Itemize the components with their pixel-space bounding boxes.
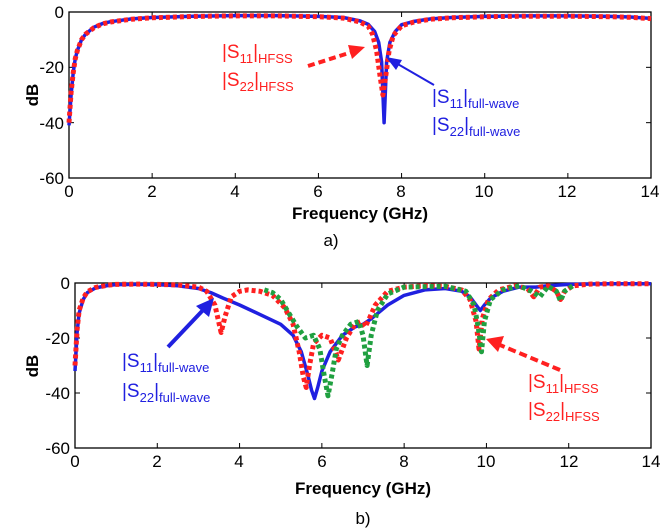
x-tick-label: 6	[313, 182, 322, 201]
annotation-text: |S22|HFSS	[528, 400, 600, 424]
x-tick-label: 8	[399, 452, 408, 471]
x-tick-label: 0	[64, 182, 73, 201]
annotation-text: |S22|HFSS	[222, 70, 294, 94]
annotation-text: |S22|full-wave	[122, 381, 210, 405]
annotation-arrow-line	[307, 50, 353, 68]
series-line-2	[263, 283, 575, 399]
y-tick-label: -60	[39, 169, 64, 188]
x-tick-label: 8	[396, 182, 405, 201]
plot-frame	[68, 11, 652, 179]
x-axis-label: Frequency (GHz)	[295, 479, 431, 498]
annotation-text: |S11|full-wave	[122, 351, 209, 375]
panel-caption: a)	[323, 231, 338, 250]
annotation-arrowhead	[386, 57, 402, 70]
annotation-arrowhead	[486, 336, 504, 352]
x-tick-label: 2	[147, 182, 156, 201]
x-tick-label: 4	[234, 452, 243, 471]
series-group	[72, 281, 651, 401]
plot-frame	[74, 282, 652, 449]
x-tick-label: 4	[230, 182, 239, 201]
x-tick-label: 12	[558, 182, 577, 201]
y-tick-label: 0	[55, 3, 64, 22]
y-axis-label: dB	[23, 355, 42, 378]
annotation-text: |S22|full-wave	[432, 115, 520, 139]
annotation-arrow-line	[166, 306, 207, 349]
x-tick-label: 10	[477, 452, 496, 471]
annotation-arrowhead	[348, 45, 365, 59]
annotation-arrow-line	[499, 343, 561, 372]
y-tick-label: -40	[45, 384, 70, 403]
series-line-1	[66, 13, 652, 123]
annotation-arrow-line	[395, 62, 435, 86]
y-tick-label: -20	[45, 329, 70, 348]
x-tick-label: 10	[475, 182, 494, 201]
series-group	[66, 13, 652, 126]
annotation-full-wave: |S11|full-wave |S22|full-wave	[122, 298, 214, 405]
y-tick-label: -20	[39, 58, 64, 77]
annotation-full-wave: |S11|full-wave |S22|full-wave	[386, 57, 520, 139]
y-tick-label: 0	[61, 274, 70, 293]
panel-caption: b)	[355, 509, 370, 528]
annotation-hfss: |S11|HFSS |S22|HFSS	[222, 42, 365, 94]
y-tick-label: -60	[45, 439, 70, 458]
x-tick-label: 0	[70, 452, 79, 471]
annotation-arrowhead	[196, 298, 214, 317]
x-tick-label: 14	[641, 182, 660, 201]
annotation-hfss: |S11|HFSS |S22|HFSS	[486, 336, 600, 424]
x-tick-label: 2	[152, 452, 161, 471]
annotation-text: |S11|full-wave	[432, 87, 519, 111]
chart-panel-b: 0 -20 -40 -60 0 2 4 6 8 10 12 14 Frequen…	[23, 274, 660, 528]
annotation-text: |S11|HFSS	[222, 42, 293, 66]
annotation-text: |S11|HFSS	[528, 372, 599, 396]
x-axis-label: Frequency (GHz)	[292, 204, 428, 223]
y-axis-label: dB	[23, 84, 42, 107]
x-tick-label: 12	[560, 452, 579, 471]
x-tick-label: 14	[642, 452, 661, 471]
x-tick-label: 6	[317, 452, 326, 471]
y-tick-label: -40	[39, 114, 64, 133]
chart-panel-a: 0 -20 -40 -60 0 2 4 6 8 10 12 14 Frequen…	[23, 3, 659, 250]
